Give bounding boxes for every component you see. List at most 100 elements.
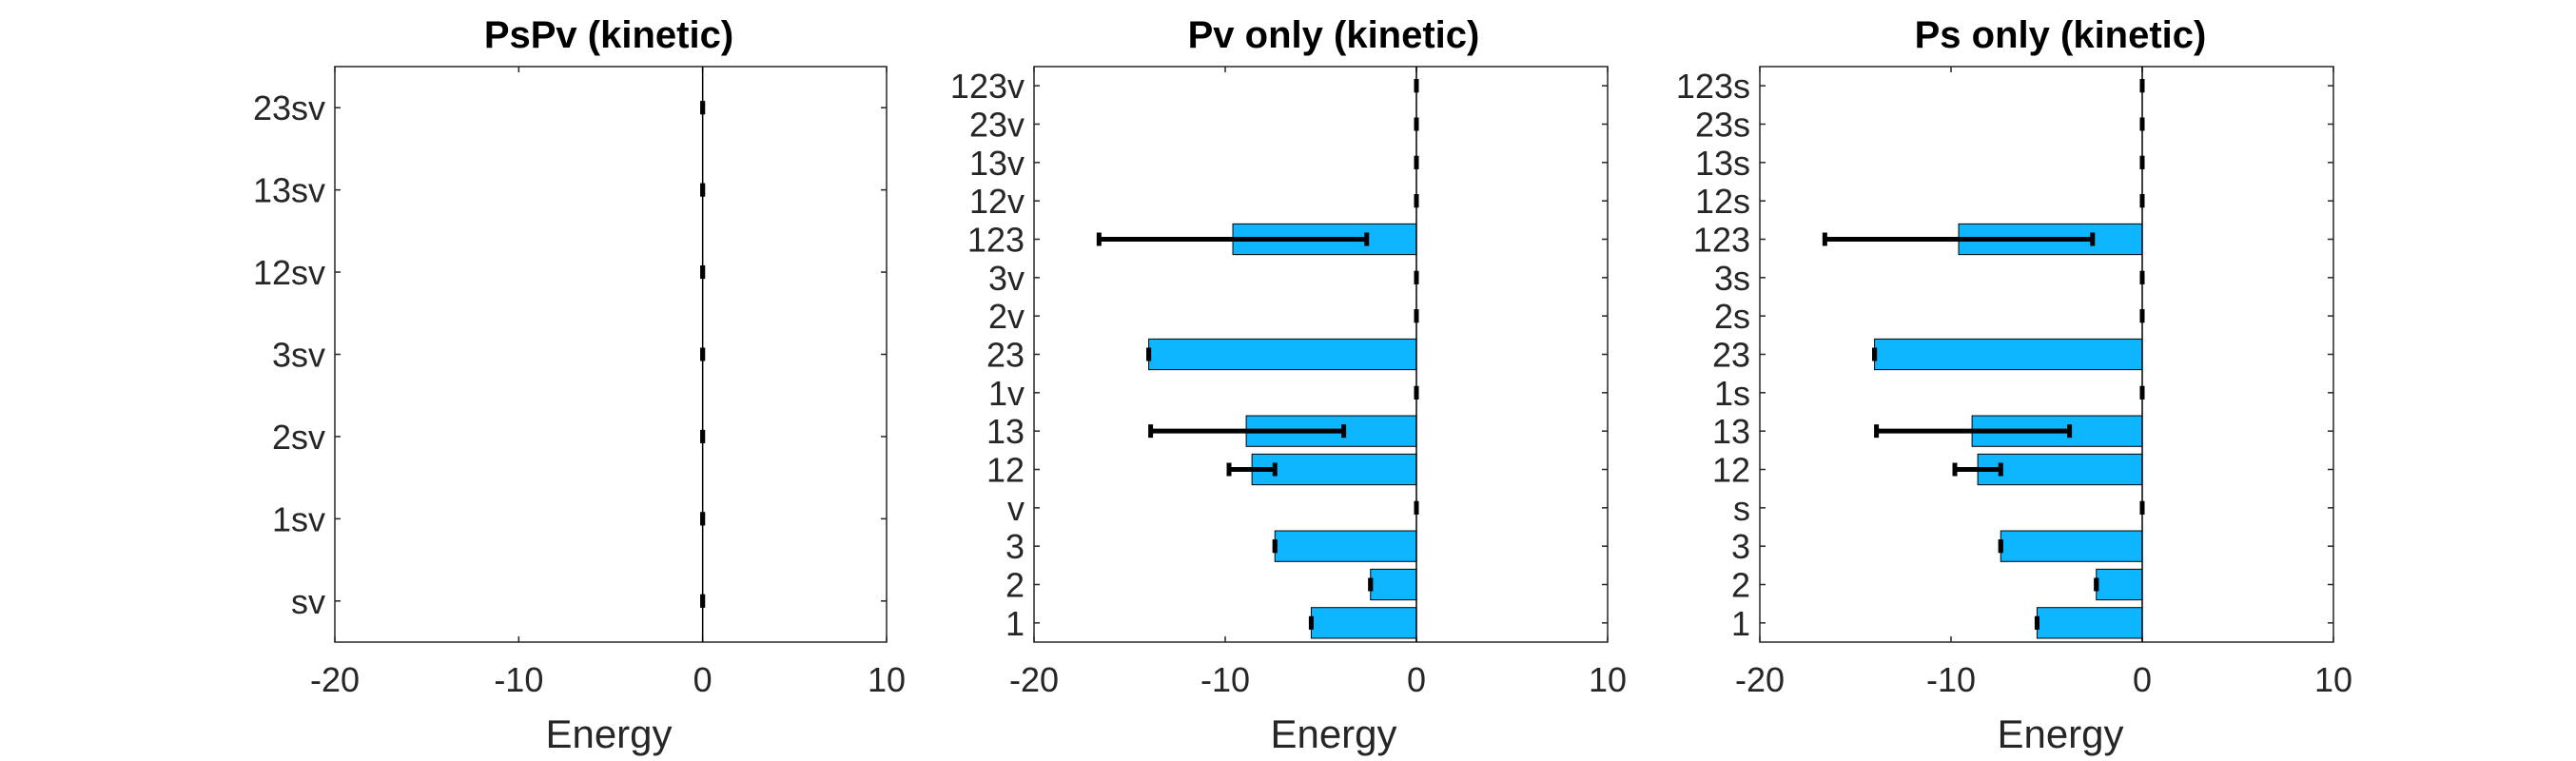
x-tick-label: 0 bbox=[693, 660, 712, 699]
error-cap bbox=[2139, 270, 2145, 284]
error-cap bbox=[1872, 347, 1878, 361]
error-cap bbox=[1148, 424, 1154, 439]
error-cap bbox=[1822, 232, 1827, 246]
error-cap bbox=[1308, 615, 1314, 630]
y-tick-label: 23v bbox=[969, 106, 1025, 145]
y-tick-label: 1sv bbox=[272, 499, 325, 538]
chart-panel-ps-only: Ps only (kinetic) Energy -20 -10 0 10123s12… bbox=[1676, 14, 2352, 756]
error-cap bbox=[2139, 500, 2145, 515]
y-tick-label: 123s bbox=[1676, 67, 1750, 106]
bar bbox=[2036, 607, 2143, 639]
error-cap bbox=[700, 512, 706, 526]
error-cap bbox=[1414, 385, 1419, 400]
error-cap bbox=[700, 594, 706, 608]
y-tick-label: 13 bbox=[986, 412, 1025, 451]
error-cap bbox=[2139, 194, 2145, 208]
y-tick-label: 2sv bbox=[272, 418, 325, 457]
y-tick-label: 1v bbox=[988, 374, 1025, 413]
error-cap bbox=[1364, 232, 1370, 246]
error-cap bbox=[1341, 424, 1347, 439]
error-cap bbox=[2139, 117, 2145, 131]
y-tick-label: 3 bbox=[1005, 527, 1025, 566]
bar bbox=[1310, 607, 1417, 639]
y-tick-label: s bbox=[1733, 489, 1750, 528]
bar bbox=[1148, 338, 1417, 371]
bar bbox=[1977, 453, 2143, 486]
y-tick-label: 3s bbox=[1714, 259, 1750, 298]
plot-area: -20 -10 0 10 sv 1sv 2sv 3sv 12sv 13sv 23sv bbox=[253, 66, 906, 699]
x-tick-label: -20 bbox=[1735, 660, 1785, 699]
error-cap bbox=[700, 265, 706, 280]
x-axis-label: Energy bbox=[1997, 712, 2123, 756]
y-tick-label: 23 bbox=[1712, 336, 1750, 375]
chart-panel-pspv: PsPv (kinetic) Energy -20 -10 0 10 sv 1sv 2sv 3… bbox=[253, 14, 906, 756]
error-cap bbox=[1414, 194, 1419, 208]
y-tick-label: 23sv bbox=[253, 88, 325, 127]
error-cap bbox=[700, 429, 706, 443]
chart-title: Ps only (kinetic) bbox=[1915, 14, 2207, 56]
x-tick-label: -10 bbox=[1200, 660, 1250, 699]
error-cap bbox=[2139, 79, 2145, 93]
x-tick-label: 10 bbox=[2314, 660, 2352, 699]
y-tick-label: 2 bbox=[1731, 566, 1750, 605]
y-tick-label: 2 bbox=[1005, 566, 1025, 605]
error-cap bbox=[1952, 462, 1958, 477]
y-tick-label: 3 bbox=[1731, 527, 1750, 566]
bar bbox=[1874, 338, 2143, 371]
y-tick-label: 123v bbox=[950, 67, 1025, 106]
error-cap bbox=[2067, 424, 2073, 439]
error-cap bbox=[1272, 539, 1278, 554]
error-cap bbox=[1368, 577, 1374, 592]
y-tick-label: 123 bbox=[1693, 221, 1750, 260]
x-tick-label: 10 bbox=[1589, 660, 1627, 699]
y-tick-label: 2s bbox=[1714, 297, 1750, 336]
x-tick-label: -10 bbox=[494, 660, 543, 699]
y-tick-label: 13sv bbox=[253, 171, 325, 210]
y-tick-label: 23s bbox=[1695, 106, 1750, 145]
y-tick-label: 12sv bbox=[253, 253, 325, 292]
error-cap bbox=[2139, 309, 2145, 323]
chart-title: PsPv (kinetic) bbox=[484, 14, 733, 56]
plot-area: -20 -10 0 10123s12131s232s3s12312s13s23s123… bbox=[1676, 66, 2352, 699]
y-tick-label: 1 bbox=[1005, 604, 1025, 643]
error-cap bbox=[1414, 155, 1419, 169]
x-tick-label: 0 bbox=[2133, 660, 2152, 699]
y-tick-label: 123 bbox=[967, 221, 1025, 260]
y-tick-label: 12v bbox=[969, 182, 1025, 221]
bar bbox=[2096, 568, 2143, 601]
chart-panel-pv-only: Pv only (kinetic) Energy -20 -10 0 10123v12… bbox=[950, 14, 1627, 756]
x-tick-label: -20 bbox=[310, 660, 360, 699]
y-tick-label: 2v bbox=[988, 297, 1025, 336]
error-cap bbox=[2034, 615, 2039, 630]
y-tick-label: 12 bbox=[986, 451, 1025, 490]
plot-area: -20 -10 0 10123v12131v232v3v12312v13v23v123… bbox=[950, 66, 1627, 699]
y-tick-label: v bbox=[1007, 489, 1025, 528]
error-cap bbox=[1272, 462, 1278, 477]
y-tick-label: 12 bbox=[1712, 451, 1750, 490]
error-cap bbox=[700, 347, 706, 361]
y-tick-label: 12s bbox=[1695, 182, 1750, 221]
y-tick-label: 13v bbox=[969, 144, 1025, 183]
x-axis-label: Energy bbox=[545, 712, 672, 756]
error-cap bbox=[2139, 155, 2145, 169]
error-cap bbox=[1998, 462, 2003, 477]
error-cap bbox=[1998, 539, 2003, 554]
x-tick-label: 10 bbox=[868, 660, 906, 699]
y-tick-label: 3v bbox=[988, 259, 1025, 298]
error-cap bbox=[2139, 385, 2145, 400]
y-tick-label: 1s bbox=[1714, 374, 1750, 413]
y-tick-label: 13 bbox=[1712, 412, 1750, 451]
y-tick-label: 13s bbox=[1695, 144, 1750, 183]
error-cap bbox=[2090, 232, 2096, 246]
x-axis-label: Energy bbox=[1270, 712, 1396, 756]
error-cap bbox=[700, 183, 706, 197]
error-cap bbox=[2094, 577, 2099, 592]
x-tick-label: 0 bbox=[1407, 660, 1426, 699]
bar bbox=[1274, 530, 1417, 562]
error-cap bbox=[1096, 232, 1102, 246]
error-cap bbox=[1414, 309, 1419, 323]
x-tick-label: -20 bbox=[1009, 660, 1059, 699]
error-cap bbox=[700, 101, 706, 115]
